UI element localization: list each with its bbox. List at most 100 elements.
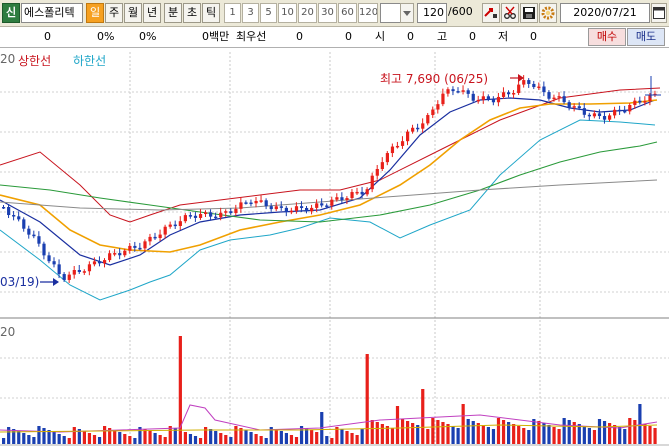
candle-body — [67, 274, 71, 280]
period-tick-button[interactable]: 틱 — [202, 3, 220, 23]
volume-bar — [315, 432, 319, 444]
candle-body — [128, 245, 132, 251]
volume-bar — [97, 437, 102, 444]
candle-body — [416, 127, 420, 130]
volume-ma-line-2 — [0, 424, 658, 433]
volume-bar — [62, 436, 66, 444]
candle-body — [365, 189, 369, 195]
candle-body — [547, 92, 551, 99]
volume-bar — [153, 433, 157, 444]
settings-button[interactable] — [539, 3, 557, 23]
volume-bar — [582, 426, 586, 444]
interval-60-button[interactable]: 60 — [338, 3, 357, 23]
candle-body — [219, 212, 223, 218]
candle-body — [486, 96, 490, 100]
best-quote-value-2: 0 — [345, 30, 352, 43]
period-minute-button[interactable]: 분 — [164, 3, 182, 23]
volume-bar — [395, 406, 400, 444]
indicator-lines — [0, 87, 661, 433]
volume-bar — [350, 433, 354, 444]
candle-body — [224, 211, 228, 213]
candle-body — [158, 234, 162, 239]
volume-bar — [436, 420, 440, 444]
candle-body — [249, 202, 253, 205]
candle-body — [441, 93, 445, 105]
volume-bar — [592, 430, 597, 444]
period-week-button[interactable]: 주 — [105, 3, 123, 23]
candle-body — [527, 80, 531, 84]
interval-10-button[interactable]: 10 — [278, 3, 297, 23]
volume-bar — [648, 426, 652, 444]
sell-button[interactable]: 매도 — [627, 28, 665, 46]
volume-bar — [567, 420, 571, 444]
volume-bar — [491, 429, 496, 444]
volume-bar — [431, 418, 435, 444]
save-button[interactable] — [520, 3, 538, 23]
interval-5-button[interactable]: 5 — [260, 3, 277, 23]
period-day-button[interactable]: 일 — [86, 3, 104, 23]
candle-body — [193, 215, 198, 218]
buy-button[interactable]: 매수 — [588, 28, 626, 46]
interval-120-button[interactable]: 120 — [358, 3, 378, 23]
candle-body — [305, 207, 309, 212]
trade-amount: 0백만 — [202, 30, 230, 43]
scissors-icon — [504, 6, 516, 19]
candle-body — [294, 206, 299, 211]
volume-bar — [345, 431, 349, 444]
candle-body — [552, 97, 556, 100]
volume-bar — [411, 423, 415, 444]
count-input[interactable]: 120 — [417, 3, 447, 23]
stock-select-button[interactable]: 신 — [2, 3, 20, 23]
period-month-button[interactable]: 월 — [124, 3, 142, 23]
candle-body — [345, 198, 349, 201]
volume-bar — [168, 426, 172, 444]
volume-bar — [2, 438, 6, 444]
candle-body — [103, 260, 107, 264]
volume-bar — [57, 434, 61, 444]
candle-body — [279, 206, 283, 208]
interval-dropdown[interactable] — [400, 3, 414, 23]
candle-body — [456, 91, 460, 93]
stock-name-field[interactable]: 에스폴리텍 — [21, 3, 83, 23]
volume-bar — [17, 431, 21, 444]
volume-bar — [446, 424, 450, 444]
volume-bar — [466, 419, 470, 444]
date-field[interactable]: 2020/07/21 — [560, 3, 650, 23]
calendar-button[interactable] — [651, 3, 667, 23]
chart-scroll-tool[interactable] — [482, 3, 500, 23]
upper-band-line — [0, 87, 661, 223]
candlesticks — [2, 75, 657, 283]
volume-bar — [72, 427, 76, 444]
candle-body — [446, 89, 450, 94]
interval-3-button[interactable]: 3 — [242, 3, 259, 23]
volume-bar — [138, 427, 142, 444]
low-value: 0 — [530, 30, 537, 43]
volume-bar — [37, 426, 41, 444]
candle-body — [476, 99, 480, 102]
candle-body — [239, 202, 243, 209]
interval-1-button[interactable]: 1 — [224, 3, 241, 23]
candle-body — [37, 236, 41, 244]
volume-bar — [613, 425, 617, 444]
volume-bar — [400, 419, 405, 444]
high-value: 0 — [469, 30, 476, 43]
volume-bar — [47, 430, 51, 444]
volume-bar — [340, 429, 344, 444]
candle-body — [234, 208, 238, 214]
volume-bar — [249, 432, 253, 444]
candle-body — [254, 200, 258, 204]
volume-bar — [22, 433, 26, 444]
volume-bar — [163, 437, 167, 444]
interval-30-button[interactable]: 30 — [318, 3, 337, 23]
volume-bar — [441, 422, 445, 444]
volume-bar — [451, 426, 455, 444]
period-second-button[interactable]: 초 — [183, 3, 201, 23]
stock-chart[interactable] — [0, 48, 669, 448]
candle-body — [638, 100, 642, 103]
candle-body — [47, 255, 51, 262]
candle-body — [198, 214, 203, 218]
chart-scissors-tool[interactable] — [501, 3, 519, 23]
period-year-button[interactable]: 년 — [143, 3, 161, 23]
candle-body — [113, 253, 117, 255]
interval-20-button[interactable]: 20 — [298, 3, 317, 23]
